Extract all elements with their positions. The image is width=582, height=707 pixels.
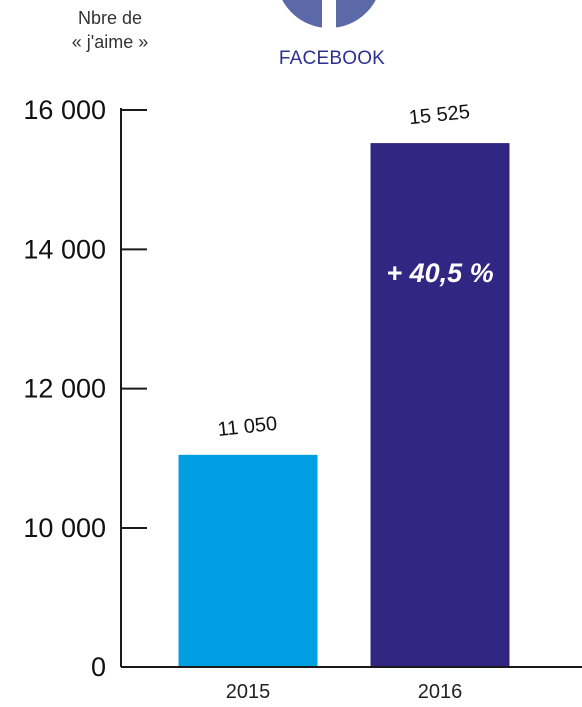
y-tick-label-16000: 16 000 [23,95,106,125]
y-tick-label-0: 0 [91,652,106,682]
bar-2015 [178,454,318,667]
growth-annotation: + 40,5 % [386,258,493,288]
bar-2016 [370,143,510,667]
value-label-2015: 11 050 [217,413,279,441]
y-tick-label-14000: 14 000 [23,234,106,264]
x-tick-label-2016: 2016 [418,681,463,703]
y-axis-label-line1: Nbre de [77,8,143,28]
y-axis-label-line2: « j'aime » [71,32,149,52]
y-axis-label: Nbre de « j'aime » [30,6,190,54]
y-tick-label-12000: 12 000 [23,374,106,404]
x-tick-label-2015: 2015 [226,681,271,703]
brand-label: FACEBOOK [278,48,386,69]
facebook-icon [282,0,376,28]
y-tick-label-10000: 10 000 [23,513,106,543]
value-label-2016: 15 525 [408,101,471,129]
